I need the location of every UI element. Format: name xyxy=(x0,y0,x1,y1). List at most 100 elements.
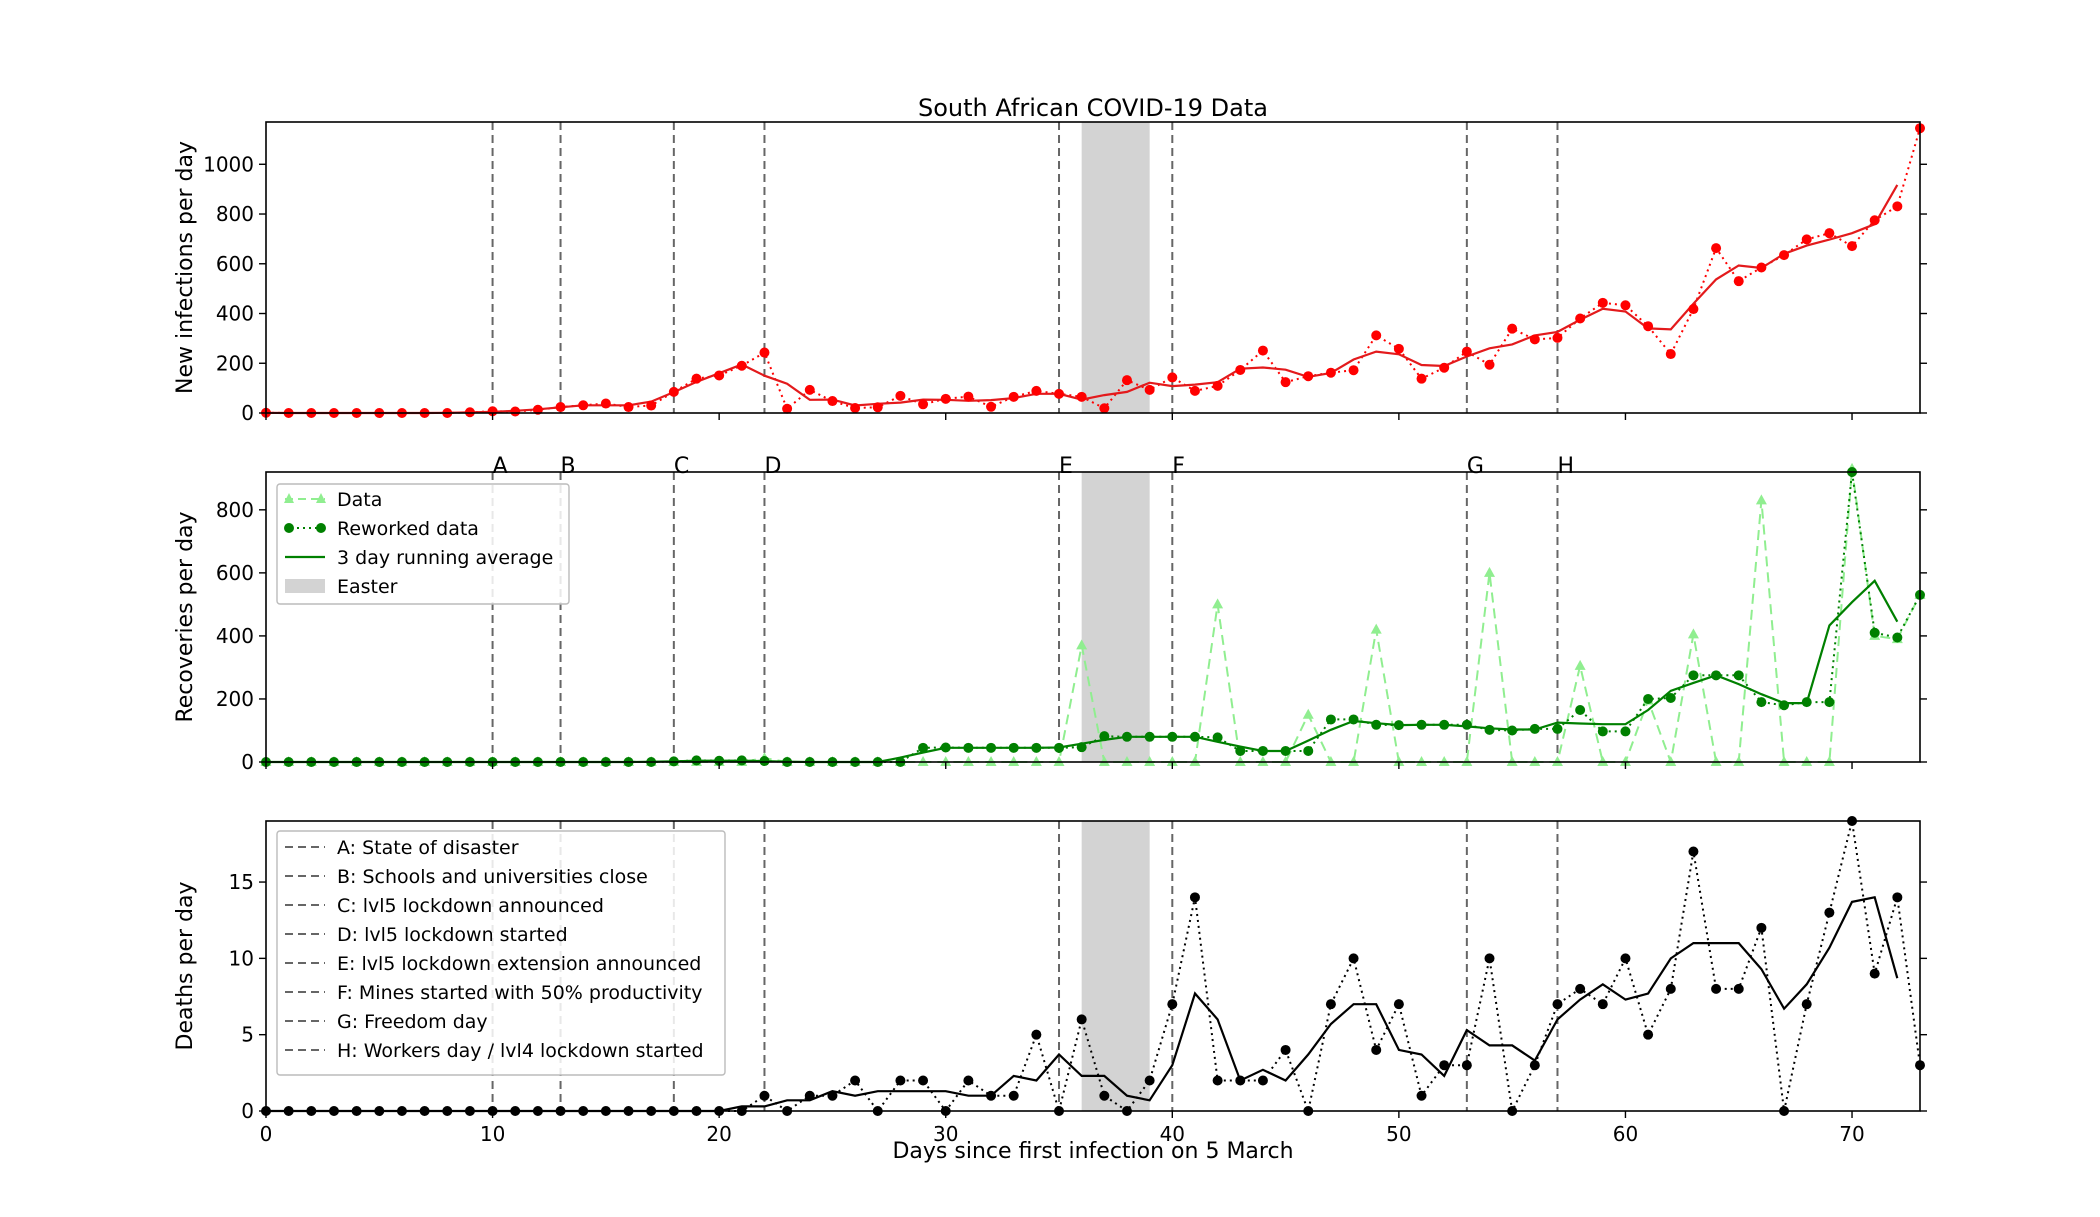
infections-point xyxy=(1076,391,1087,402)
recoveries-point xyxy=(1054,742,1065,753)
y-tick-label: 15 xyxy=(229,870,254,894)
x-axis-title: Days since first infection on 5 March xyxy=(892,1139,1293,1164)
recoveries-data-marker xyxy=(917,756,929,766)
events-legend-label: G: Freedom day xyxy=(337,1011,488,1033)
recoveries-point xyxy=(940,742,951,753)
y-tick-label: 10 xyxy=(229,946,254,970)
recoveries-data-marker xyxy=(1257,756,1269,766)
infections-point xyxy=(1575,313,1586,324)
infections-point xyxy=(872,402,883,413)
recoveries-point xyxy=(1371,719,1382,730)
recoveries-point xyxy=(1121,731,1132,742)
legend-easter-label: Easter xyxy=(337,576,398,598)
infections-point xyxy=(1121,375,1132,386)
deaths-point xyxy=(1167,999,1178,1010)
events-legend-label: A: State of disaster xyxy=(337,837,519,859)
events-legend-frame xyxy=(276,830,726,1076)
recoveries-point xyxy=(1620,726,1631,737)
y-tick-label: 0 xyxy=(241,1099,254,1123)
recoveries-data-marker xyxy=(962,756,974,766)
deaths-point xyxy=(1280,1044,1291,1055)
deaths-point xyxy=(827,1090,838,1101)
recoveries-data-marker xyxy=(1030,756,1042,766)
y-tick-label: 800 xyxy=(216,202,254,226)
recoveries-data-marker xyxy=(1280,756,1292,766)
deaths-point xyxy=(1552,999,1563,1010)
recoveries-point xyxy=(714,755,725,766)
recoveries-point xyxy=(1869,627,1880,638)
deaths-point xyxy=(1665,983,1676,994)
infections-point xyxy=(1393,343,1404,354)
infections-point xyxy=(623,402,634,413)
infections-point xyxy=(1325,367,1336,378)
events-legend: A: State of disaster B: Schools and unive… xyxy=(276,830,726,1076)
infections-point xyxy=(714,370,725,381)
panel-recoveries: 0 200 400 600 800 Recoveries per day A B C D E F G H D… xyxy=(173,454,1927,774)
deaths-point xyxy=(895,1075,906,1086)
infections-point xyxy=(1847,241,1858,252)
recoveries-point xyxy=(1393,720,1404,731)
recoveries-point xyxy=(1597,726,1608,737)
infections-point xyxy=(850,403,861,414)
infections-point xyxy=(986,401,997,412)
events-legend-label: D: lvl5 lockdown started xyxy=(337,924,568,946)
recoveries-point xyxy=(1733,670,1744,681)
infections-point xyxy=(1348,365,1359,376)
recoveries-point xyxy=(963,742,974,753)
recoveries-data-marker xyxy=(1619,756,1631,766)
recoveries-average-line xyxy=(266,579,1899,764)
infections-point xyxy=(1892,201,1903,212)
x-tick-label: 20 xyxy=(706,1122,731,1146)
recoveries-point xyxy=(1575,704,1586,715)
recoveries-point xyxy=(1144,731,1155,742)
deaths-point xyxy=(1620,953,1631,964)
recoveries-data-marker xyxy=(1597,756,1609,766)
recoveries-data-marker xyxy=(985,756,997,766)
recoveries-data-marker xyxy=(1121,756,1133,766)
infections-point xyxy=(646,400,657,411)
deaths-point xyxy=(1892,892,1903,903)
recoveries-data-marker xyxy=(1348,756,1360,766)
x-tick-label: 10 xyxy=(480,1122,505,1146)
infections-point xyxy=(691,373,702,384)
y-tick-label: 800 xyxy=(216,498,254,522)
deaths-point xyxy=(1597,999,1608,1010)
event-letter-d: D xyxy=(764,454,781,479)
recoveries-reworked-line xyxy=(266,471,1921,763)
recoveries-point xyxy=(736,755,747,766)
panel-deaths: 0 5 10 15 0 10 20 30 40 50 60 70 Deaths per day A: St… xyxy=(173,816,1927,1146)
recoveries-point xyxy=(691,755,702,766)
infections-point xyxy=(1643,321,1654,332)
recoveries-point xyxy=(1280,745,1291,756)
recoveries-data-marker xyxy=(1755,494,1767,505)
infections-point xyxy=(1303,371,1314,382)
recoveries-point xyxy=(1711,670,1722,681)
recoveries-data-marker xyxy=(1529,756,1541,766)
infections-point xyxy=(827,396,838,407)
y-tick-label: 5 xyxy=(241,1023,254,1047)
recoveries-point xyxy=(1824,697,1835,708)
infections-point xyxy=(1869,215,1880,226)
infections-point xyxy=(895,390,906,401)
event-letter-a: A xyxy=(493,454,508,479)
legend-data-label: Data xyxy=(337,489,382,511)
infections-point xyxy=(1529,334,1540,345)
deaths-point xyxy=(759,1090,770,1101)
infections-point xyxy=(510,406,521,417)
deaths-point xyxy=(1235,1075,1246,1086)
recoveries-data-marker xyxy=(1302,708,1314,719)
y-tick-label: 400 xyxy=(216,624,254,648)
infections-average-line xyxy=(265,184,1899,415)
y-tick-label: 200 xyxy=(216,351,254,375)
recoveries-data-marker xyxy=(1008,756,1020,766)
y-tick-label: 0 xyxy=(241,750,254,774)
recoveries-point xyxy=(1212,732,1223,743)
infections-point xyxy=(600,398,611,409)
infections-point xyxy=(1008,391,1019,402)
infections-point xyxy=(782,403,793,414)
recoveries-data-marker xyxy=(1144,756,1156,766)
deaths-point xyxy=(918,1075,929,1086)
infections-point xyxy=(1733,276,1744,287)
recoveries-point xyxy=(1167,731,1178,742)
